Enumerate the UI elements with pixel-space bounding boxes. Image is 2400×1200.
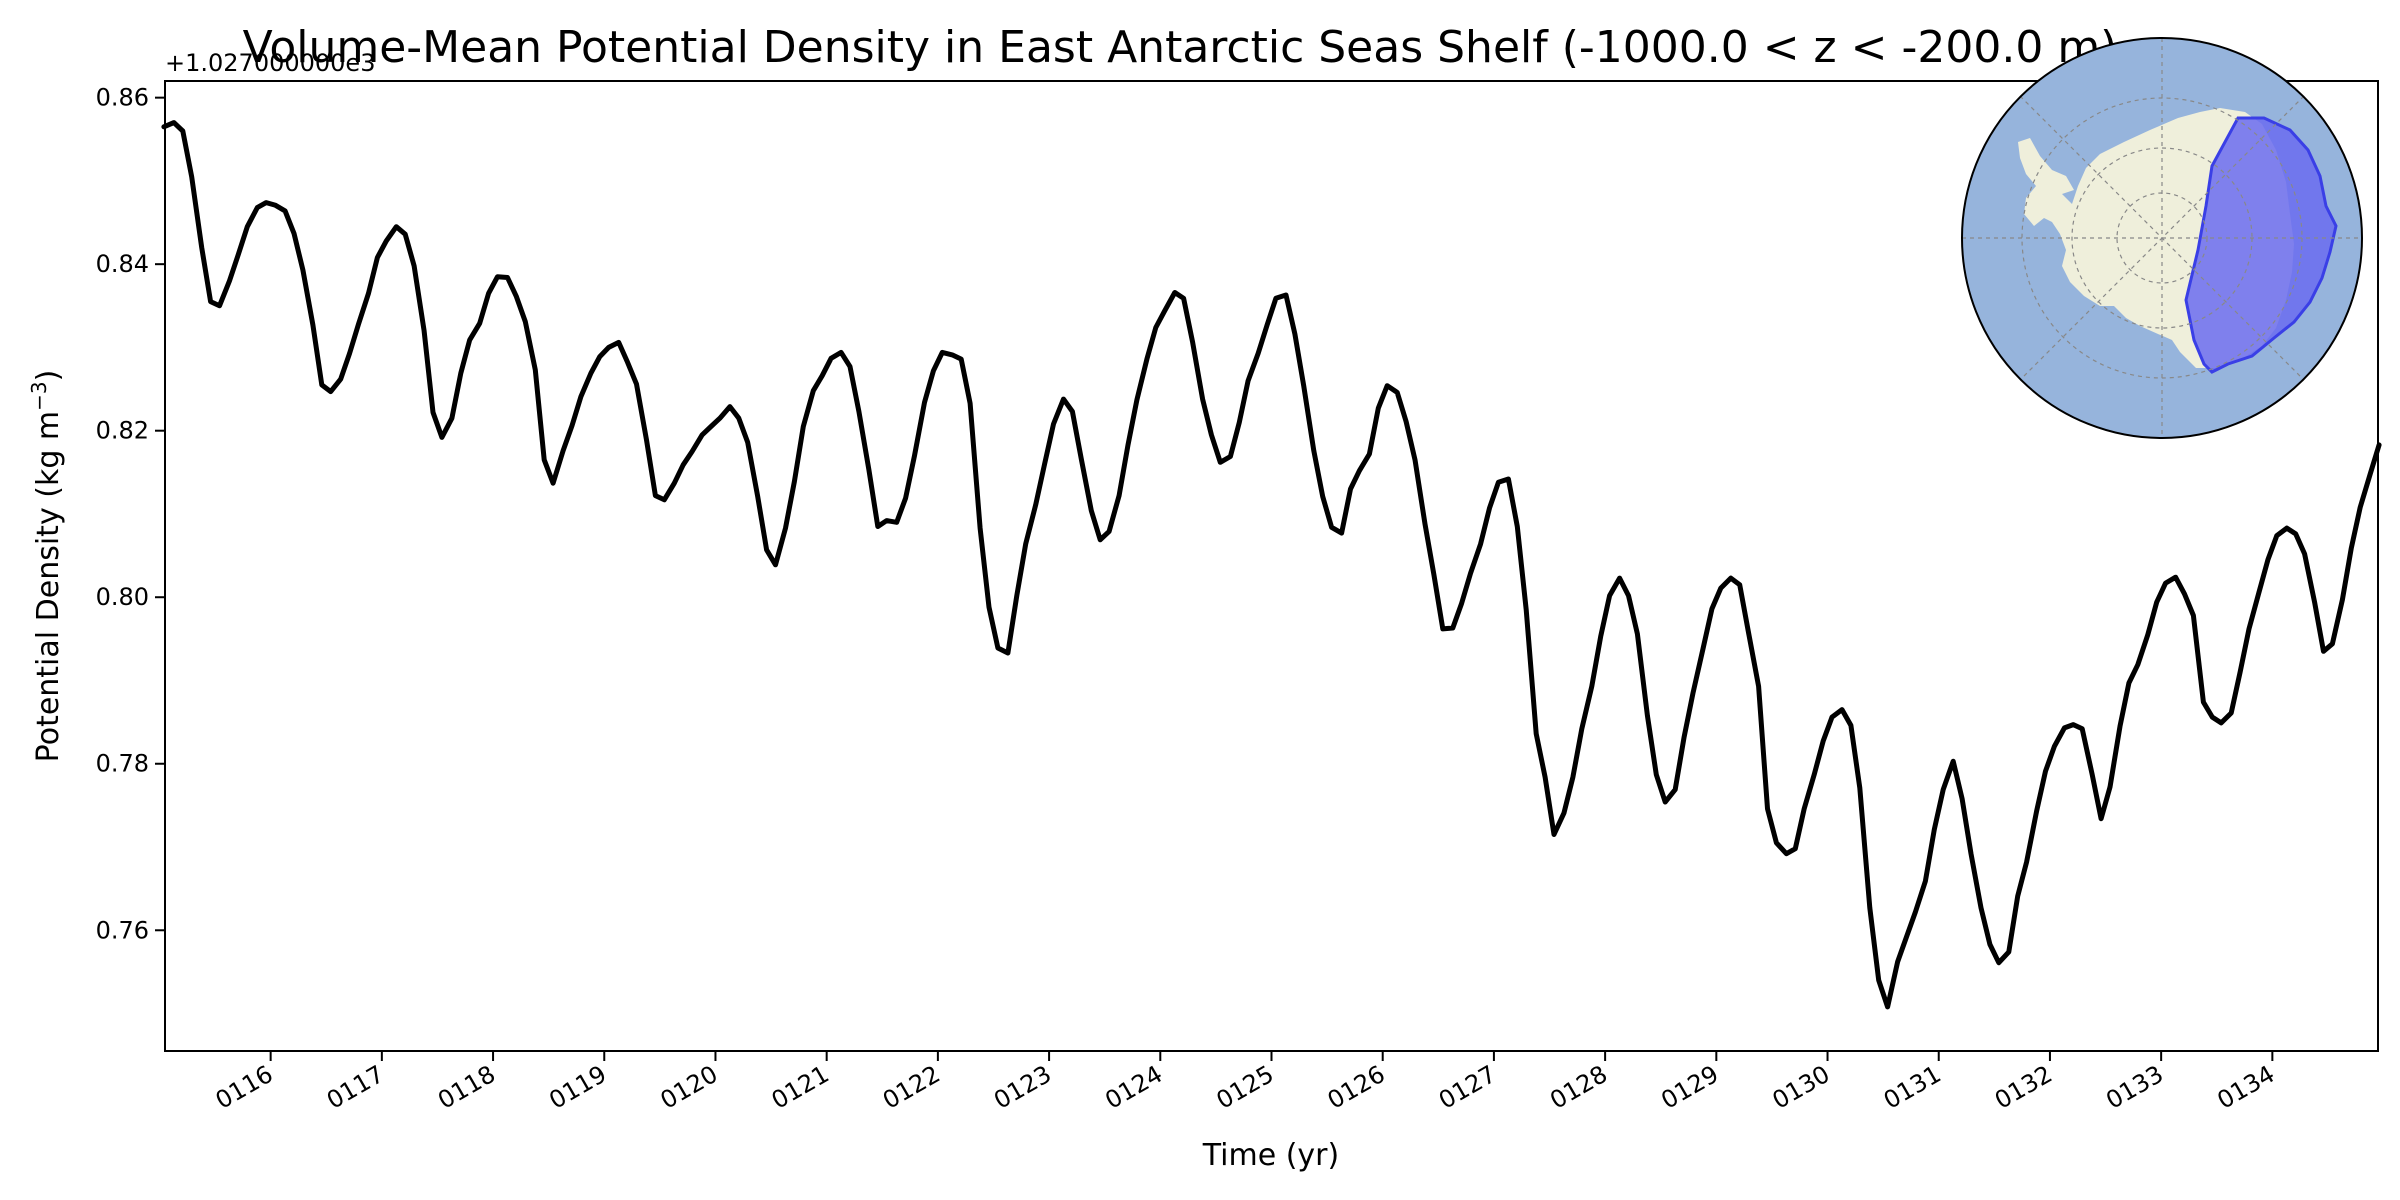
chart-title: Volume-Mean Potential Density in East An… <box>243 22 2118 73</box>
y-axis-label: Potential Density (kg m−3) <box>27 370 66 763</box>
y-tick-label: 0.86 <box>96 84 149 112</box>
y-axis: 0.76 0.78 0.80 0.82 0.84 0.86 <box>96 84 165 944</box>
y-tick-label: 0.84 <box>96 250 149 278</box>
y-axis-label-main: Potential Density (kg m <box>31 411 66 762</box>
y-axis-label-close: ) <box>31 370 66 382</box>
plot-frame <box>164 80 2379 1052</box>
map-boundary <box>1961 37 2363 439</box>
x-axis-label: Time (yr) <box>1202 1138 1339 1173</box>
y-axis-label-superscript: −3 <box>27 381 51 410</box>
y-tick-label: 0.82 <box>96 417 149 445</box>
map-graticule <box>1962 38 2362 438</box>
inset-polar-map <box>1961 37 2363 439</box>
y-tick-label: 0.76 <box>96 916 149 944</box>
y-tick-label: 0.80 <box>96 583 149 611</box>
y-tick-label: 0.78 <box>96 750 149 778</box>
map-highlight-region <box>2184 116 2338 374</box>
series-line-east-antarctic-shelf <box>161 120 2382 1010</box>
y-offset-text: +1.027000000e3 <box>165 49 375 77</box>
